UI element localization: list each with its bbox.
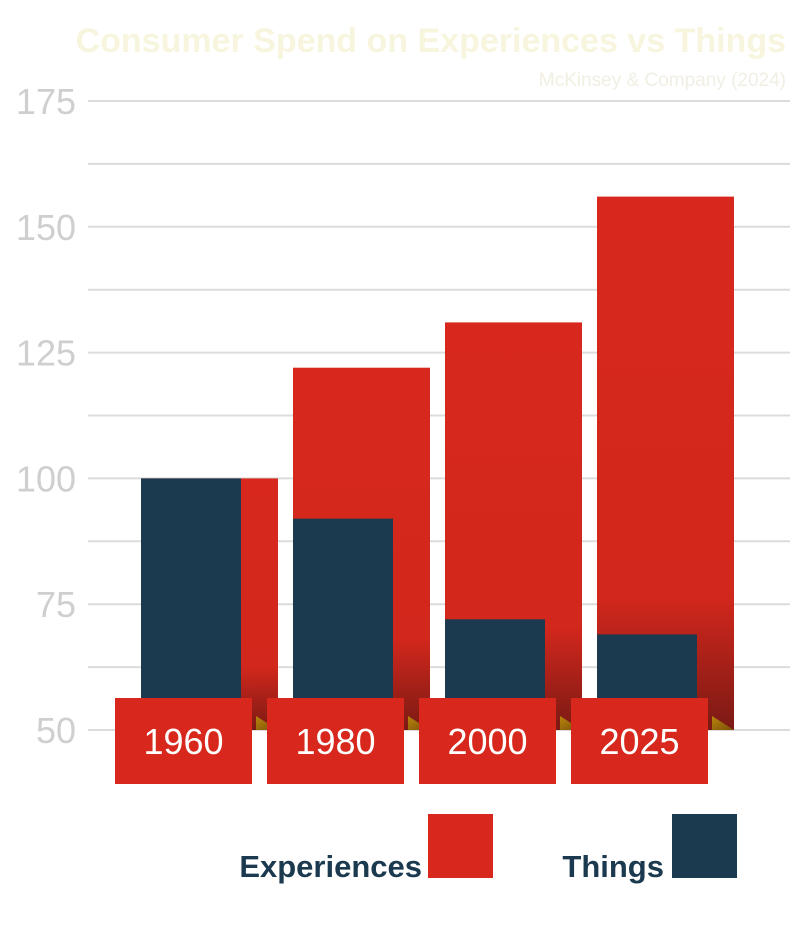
legend-label-experiences: Experiences: [239, 849, 422, 884]
legend-label-things: Things: [562, 849, 664, 884]
y-tick-label: 100: [16, 458, 76, 499]
category-label: 2025: [599, 721, 679, 762]
y-tick-label: 150: [16, 207, 76, 248]
things-bar: [293, 518, 393, 730]
legend: Experiences Things: [239, 814, 737, 884]
category-label-box: [115, 698, 252, 784]
chart-subtitle: McKinsey & Company (2024): [538, 70, 786, 91]
category-label: 2000: [447, 721, 527, 762]
legend-swatch-things: [672, 814, 737, 878]
things-bar: [141, 478, 241, 730]
bars: [141, 196, 734, 730]
legend-swatch-experiences: [428, 814, 493, 878]
category-label-box: [419, 698, 556, 784]
x-axis-category-labels: 1960 1980 2000 2025: [115, 698, 708, 784]
y-tick-label: 125: [16, 333, 76, 374]
category-label: 1980: [295, 721, 375, 762]
category-label: 1960: [143, 721, 223, 762]
y-tick-label: 50: [36, 710, 76, 751]
category-label-box: [571, 698, 708, 784]
chart-title: Consumer Spend on Experiences vs Things: [75, 22, 786, 60]
y-tick-label: 175: [16, 81, 76, 122]
y-tick-label: 75: [36, 584, 76, 625]
category-label-box: [267, 698, 404, 784]
y-axis-tick-labels: 50 75 100 125 150 175: [16, 81, 76, 751]
bar-fold-accent: [712, 716, 734, 730]
